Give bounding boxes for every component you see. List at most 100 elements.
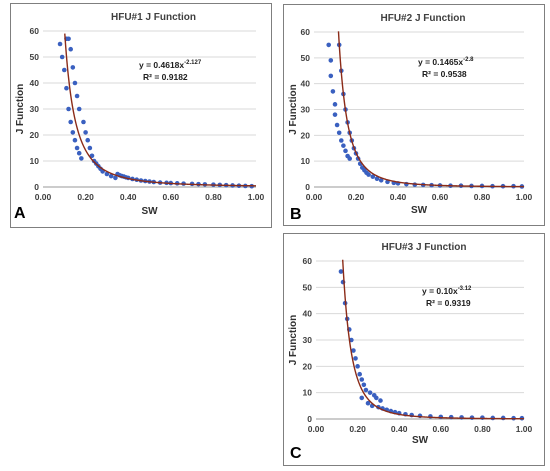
data-point: [336, 130, 342, 136]
data-point: [66, 106, 71, 112]
data-point: [438, 414, 444, 420]
y-tick-label: 10: [30, 156, 40, 166]
y-tick-label: 20: [30, 130, 40, 140]
x-tick-label: 0.00: [35, 192, 52, 202]
y-tick-label: 50: [30, 52, 40, 62]
data-point: [113, 175, 118, 181]
data-point: [357, 371, 362, 377]
trendline-equation: y = 0.10x-3.12: [422, 286, 472, 296]
data-point: [64, 85, 69, 91]
data-point: [361, 382, 367, 388]
chart-title: HFU#1 J Function: [111, 12, 196, 23]
y-tick-label: 40: [301, 79, 311, 89]
data-point: [366, 172, 371, 177]
x-tick-label: 0.40: [391, 424, 408, 434]
data-point: [480, 415, 485, 420]
chart-panel-hfu3: HFU#3 J Function 0 10 20 30 40 50 60 0.00 0.20 0.4…: [283, 233, 545, 466]
r-squared-label: R² = 0.9319: [426, 298, 471, 308]
data-point: [378, 398, 383, 403]
x-tick-label: 0.80: [474, 424, 491, 434]
data-point: [339, 138, 344, 143]
y-tick-label: 0: [34, 182, 39, 192]
data-point: [328, 73, 334, 79]
data-point: [326, 42, 331, 48]
equation-base: y = 0.1465x: [418, 57, 463, 67]
data-point: [70, 130, 76, 135]
y-tick-label: 40: [303, 309, 313, 319]
x-tick-label: 0.60: [433, 424, 450, 434]
data-point: [76, 150, 82, 156]
y-tick-label: 50: [303, 282, 313, 292]
chart-svg-hfu1: HFU#1 J Function 0 10 20 30 40 50 60 0.00 0.20 0.4…: [14, 12, 265, 222]
data-point: [328, 58, 334, 63]
data-point: [79, 156, 84, 161]
y-tick-label: 50: [301, 53, 311, 63]
x-tick-label: 0.60: [163, 192, 180, 202]
x-tick-label: 1.00: [516, 192, 533, 202]
chart-panel-hfu1: HFU#1 J Function 0 10 20 30 40 50 60 0.00 0.20 0.4…: [10, 3, 272, 228]
y-tick-label: 0: [305, 182, 310, 192]
x-axis-label: SW: [412, 435, 429, 446]
data-point: [81, 119, 86, 125]
equation-exponent: -2.8: [463, 57, 474, 63]
data-point: [363, 387, 369, 393]
trendline-equation: y = 0.4618x-2.127: [139, 60, 202, 70]
y-axis-label: J Function: [15, 84, 26, 135]
data-point: [330, 89, 336, 94]
y-axis-label: J Function: [288, 84, 299, 135]
data-point: [83, 130, 88, 135]
data-point: [59, 54, 65, 60]
data-point: [378, 177, 384, 183]
trendline-curve: [64, 33, 257, 187]
data-point: [57, 41, 63, 47]
data-point: [108, 173, 114, 179]
chart-svg-hfu3: HFU#3 J Function 0 10 20 30 40 50 60 0.00 0.20 0.4…: [288, 242, 533, 462]
data-point: [76, 106, 82, 112]
data-point: [72, 137, 78, 143]
y-tick-label: 60: [30, 26, 40, 36]
data-point: [351, 348, 356, 353]
x-tick-label: 0.20: [348, 192, 365, 202]
x-tick-label: 0.80: [205, 192, 222, 202]
data-point: [355, 364, 360, 369]
x-tick-label: 0.80: [474, 192, 491, 202]
trendline-curve: [337, 31, 524, 188]
r-squared-label: R² = 0.9182: [143, 72, 188, 82]
x-axis-label: SW: [141, 206, 158, 217]
chart-svg-hfu2: HFU#2 J Function 0 10 20 30 40 50 60 0.00 0.20 0.4…: [288, 13, 533, 223]
data-point: [359, 377, 365, 382]
data-point: [374, 395, 379, 401]
data-point: [74, 93, 80, 99]
y-tick-label: 20: [301, 130, 311, 140]
data-point: [353, 356, 358, 361]
data-point: [374, 176, 380, 182]
data-point: [62, 67, 67, 73]
y-tick-label: 30: [30, 104, 40, 114]
equation-exponent: -2.127: [184, 60, 202, 66]
chart-title: HFU#2 J Function: [380, 13, 465, 24]
data-point: [89, 153, 95, 159]
data-point: [343, 148, 348, 154]
x-axis-label: SW: [411, 205, 428, 216]
data-point: [332, 102, 338, 107]
x-tick-label: 0.00: [308, 424, 325, 434]
data-point: [359, 395, 365, 401]
x-tick-label: 0.40: [390, 192, 407, 202]
y-tick-label: 30: [303, 335, 313, 345]
chart-title: HFU#3 J Function: [381, 242, 466, 253]
data-point: [332, 112, 338, 117]
data-point: [334, 122, 340, 128]
x-tick-label: 0.40: [120, 192, 137, 202]
panel-letter: C: [290, 445, 302, 462]
data-point: [367, 390, 373, 395]
y-tick-label: 60: [301, 27, 311, 37]
equation-exponent: -3.12: [458, 286, 472, 292]
data-point: [338, 269, 344, 274]
y-tick-label: 10: [301, 156, 311, 166]
data-point: [341, 143, 346, 148]
x-tick-label: 0.00: [306, 192, 323, 202]
data-point: [68, 46, 73, 52]
data-point: [70, 65, 76, 70]
chart-panel-hfu2: HFU#2 J Function 0 10 20 30 40 50 60 0.00 0.20 0.4…: [283, 4, 545, 226]
equation-base: y = 0.10x: [422, 286, 458, 296]
